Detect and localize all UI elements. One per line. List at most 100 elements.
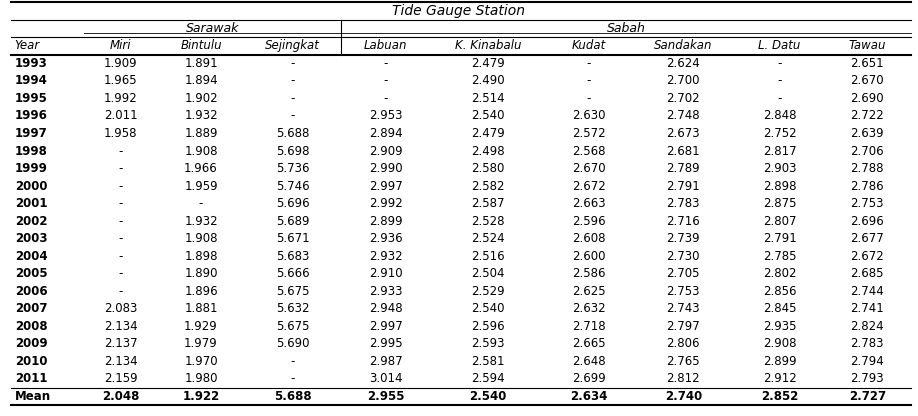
Text: -: - [118, 162, 123, 175]
Text: 2.722: 2.722 [850, 109, 884, 122]
Text: 2.134: 2.134 [104, 355, 138, 368]
Text: 2.741: 2.741 [850, 302, 884, 315]
Text: 2.748: 2.748 [666, 109, 700, 122]
Text: 2.048: 2.048 [102, 390, 140, 403]
Text: 2.596: 2.596 [471, 320, 505, 333]
Text: 2.699: 2.699 [572, 372, 606, 385]
Text: 2004: 2004 [15, 250, 48, 262]
Text: 2.852: 2.852 [761, 390, 799, 403]
Text: 2.718: 2.718 [572, 320, 605, 333]
Text: 2.514: 2.514 [471, 92, 505, 105]
Text: 2.625: 2.625 [572, 285, 605, 298]
Text: -: - [290, 92, 295, 105]
Text: 2.898: 2.898 [763, 180, 797, 193]
Text: 2.498: 2.498 [471, 144, 505, 158]
Text: 2.516: 2.516 [471, 250, 505, 262]
Text: 2.581: 2.581 [471, 355, 505, 368]
Text: 2.134: 2.134 [104, 320, 138, 333]
Text: -: - [118, 250, 123, 262]
Text: 1.889: 1.889 [185, 127, 218, 140]
Text: 2.529: 2.529 [471, 285, 505, 298]
Text: 2.955: 2.955 [367, 390, 404, 403]
Text: 2.899: 2.899 [369, 215, 402, 228]
Text: 2.791: 2.791 [763, 232, 797, 245]
Text: 2.812: 2.812 [666, 372, 700, 385]
Text: 5.666: 5.666 [275, 267, 309, 280]
Text: 2.582: 2.582 [471, 180, 505, 193]
Text: 2.700: 2.700 [666, 74, 700, 87]
Text: -: - [587, 92, 591, 105]
Text: 2.528: 2.528 [471, 215, 505, 228]
Text: 2.903: 2.903 [763, 162, 797, 175]
Text: 2.783: 2.783 [666, 197, 700, 210]
Text: 2.672: 2.672 [572, 180, 606, 193]
Text: 2.791: 2.791 [666, 180, 700, 193]
Text: 2.807: 2.807 [763, 215, 797, 228]
Text: 2.995: 2.995 [369, 337, 402, 350]
Text: 5.675: 5.675 [275, 320, 309, 333]
Text: 2.490: 2.490 [471, 74, 505, 87]
Text: -: - [118, 285, 123, 298]
Text: -: - [118, 215, 123, 228]
Text: -: - [778, 57, 782, 70]
Text: 5.632: 5.632 [275, 302, 309, 315]
Text: 2.639: 2.639 [851, 127, 884, 140]
Text: 2.572: 2.572 [572, 127, 605, 140]
Text: 2.932: 2.932 [369, 250, 402, 262]
Text: 2.479: 2.479 [471, 127, 505, 140]
Text: 5.688: 5.688 [275, 127, 309, 140]
Text: 1.898: 1.898 [185, 250, 218, 262]
Text: 2.672: 2.672 [850, 250, 884, 262]
Text: 2.794: 2.794 [850, 355, 884, 368]
Text: 1.970: 1.970 [185, 355, 218, 368]
Text: 2.824: 2.824 [851, 320, 884, 333]
Text: -: - [118, 180, 123, 193]
Text: 2.568: 2.568 [572, 144, 605, 158]
Text: 2.634: 2.634 [570, 390, 608, 403]
Text: 2.948: 2.948 [369, 302, 402, 315]
Text: Year: Year [15, 40, 40, 52]
Text: 2003: 2003 [15, 232, 47, 245]
Text: L. Datu: L. Datu [758, 40, 800, 52]
Text: -: - [118, 197, 123, 210]
Text: 2.600: 2.600 [572, 250, 605, 262]
Text: 2.753: 2.753 [851, 197, 884, 210]
Text: 2.912: 2.912 [763, 372, 797, 385]
Text: 2001: 2001 [15, 197, 47, 210]
Text: 1.959: 1.959 [185, 180, 218, 193]
Text: 1.894: 1.894 [185, 74, 218, 87]
Text: 2.789: 2.789 [666, 162, 700, 175]
Text: 2.608: 2.608 [572, 232, 605, 245]
Text: 2.875: 2.875 [763, 197, 797, 210]
Text: 1.929: 1.929 [185, 320, 218, 333]
Text: 5.698: 5.698 [275, 144, 309, 158]
Text: 2.786: 2.786 [851, 180, 884, 193]
Text: -: - [587, 74, 591, 87]
Text: 2.594: 2.594 [471, 372, 505, 385]
Text: Miri: Miri [110, 40, 131, 52]
Text: 1.979: 1.979 [185, 337, 218, 350]
Text: 2.856: 2.856 [763, 285, 797, 298]
Text: Sejingkat: Sejingkat [265, 40, 320, 52]
Text: 2.739: 2.739 [666, 232, 700, 245]
Text: 2.765: 2.765 [666, 355, 700, 368]
Text: 2.797: 2.797 [666, 320, 700, 333]
Text: 2.540: 2.540 [469, 390, 507, 403]
Text: 2006: 2006 [15, 285, 48, 298]
Text: 2.011: 2.011 [104, 109, 138, 122]
Text: Sandakan: Sandakan [654, 40, 712, 52]
Text: 2.696: 2.696 [850, 215, 884, 228]
Text: 2.587: 2.587 [471, 197, 505, 210]
Text: 2.909: 2.909 [369, 144, 402, 158]
Text: 2.706: 2.706 [851, 144, 884, 158]
Text: -: - [587, 57, 591, 70]
Text: 2.593: 2.593 [471, 337, 505, 350]
Text: -: - [290, 355, 295, 368]
Text: 2008: 2008 [15, 320, 48, 333]
Text: -: - [290, 57, 295, 70]
Text: 5.671: 5.671 [275, 232, 309, 245]
Text: 2.690: 2.690 [851, 92, 884, 105]
Text: -: - [290, 372, 295, 385]
Text: 1.890: 1.890 [185, 267, 218, 280]
Text: -: - [118, 267, 123, 280]
